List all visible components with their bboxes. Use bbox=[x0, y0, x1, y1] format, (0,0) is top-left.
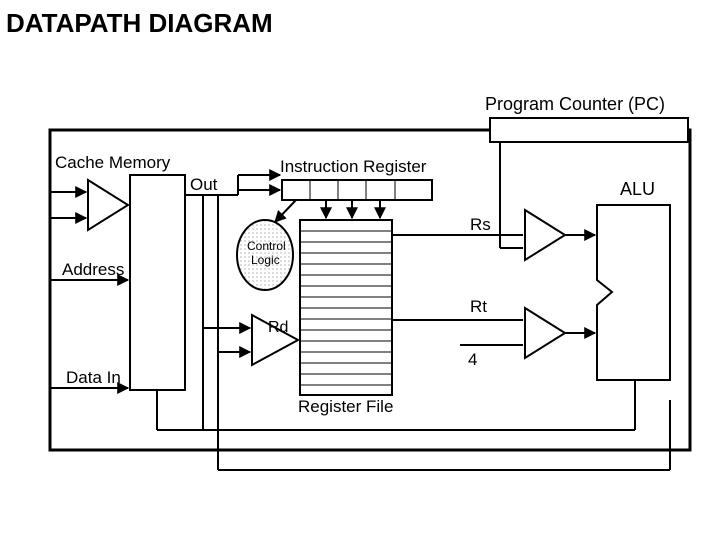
svg-text:Logic: Logic bbox=[251, 253, 280, 267]
cache-label: Cache Memory bbox=[55, 153, 171, 172]
ir-box bbox=[282, 180, 432, 200]
out-label: Out bbox=[190, 175, 218, 194]
pc-box bbox=[490, 118, 688, 142]
ir-label: Instruction Register bbox=[280, 157, 427, 176]
alu-shape bbox=[597, 205, 670, 380]
rs-buffer-icon bbox=[525, 210, 565, 260]
rd-label: Rd bbox=[268, 319, 288, 336]
alu-label: ALU bbox=[620, 179, 655, 199]
address-label: Address bbox=[62, 260, 124, 279]
cache-box bbox=[130, 175, 185, 390]
datapath-diagram: { "title": { "text": "DATAPATH DIAGRAM",… bbox=[0, 0, 720, 540]
svg-text:Control: Control bbox=[247, 239, 286, 253]
rs-label: Rs bbox=[470, 215, 491, 234]
regfile-label: Register File bbox=[298, 397, 393, 416]
cache-buffer-icon bbox=[88, 180, 128, 230]
pc-label: Program Counter (PC) bbox=[485, 94, 665, 114]
four-label: 4 bbox=[468, 350, 477, 369]
datain-label: Data In bbox=[66, 368, 121, 387]
diagram-svg: Program Counter (PC) Cache Memory Out Ad… bbox=[0, 0, 720, 540]
rt-buffer-icon bbox=[525, 308, 565, 358]
rt-label: Rt bbox=[470, 297, 487, 316]
